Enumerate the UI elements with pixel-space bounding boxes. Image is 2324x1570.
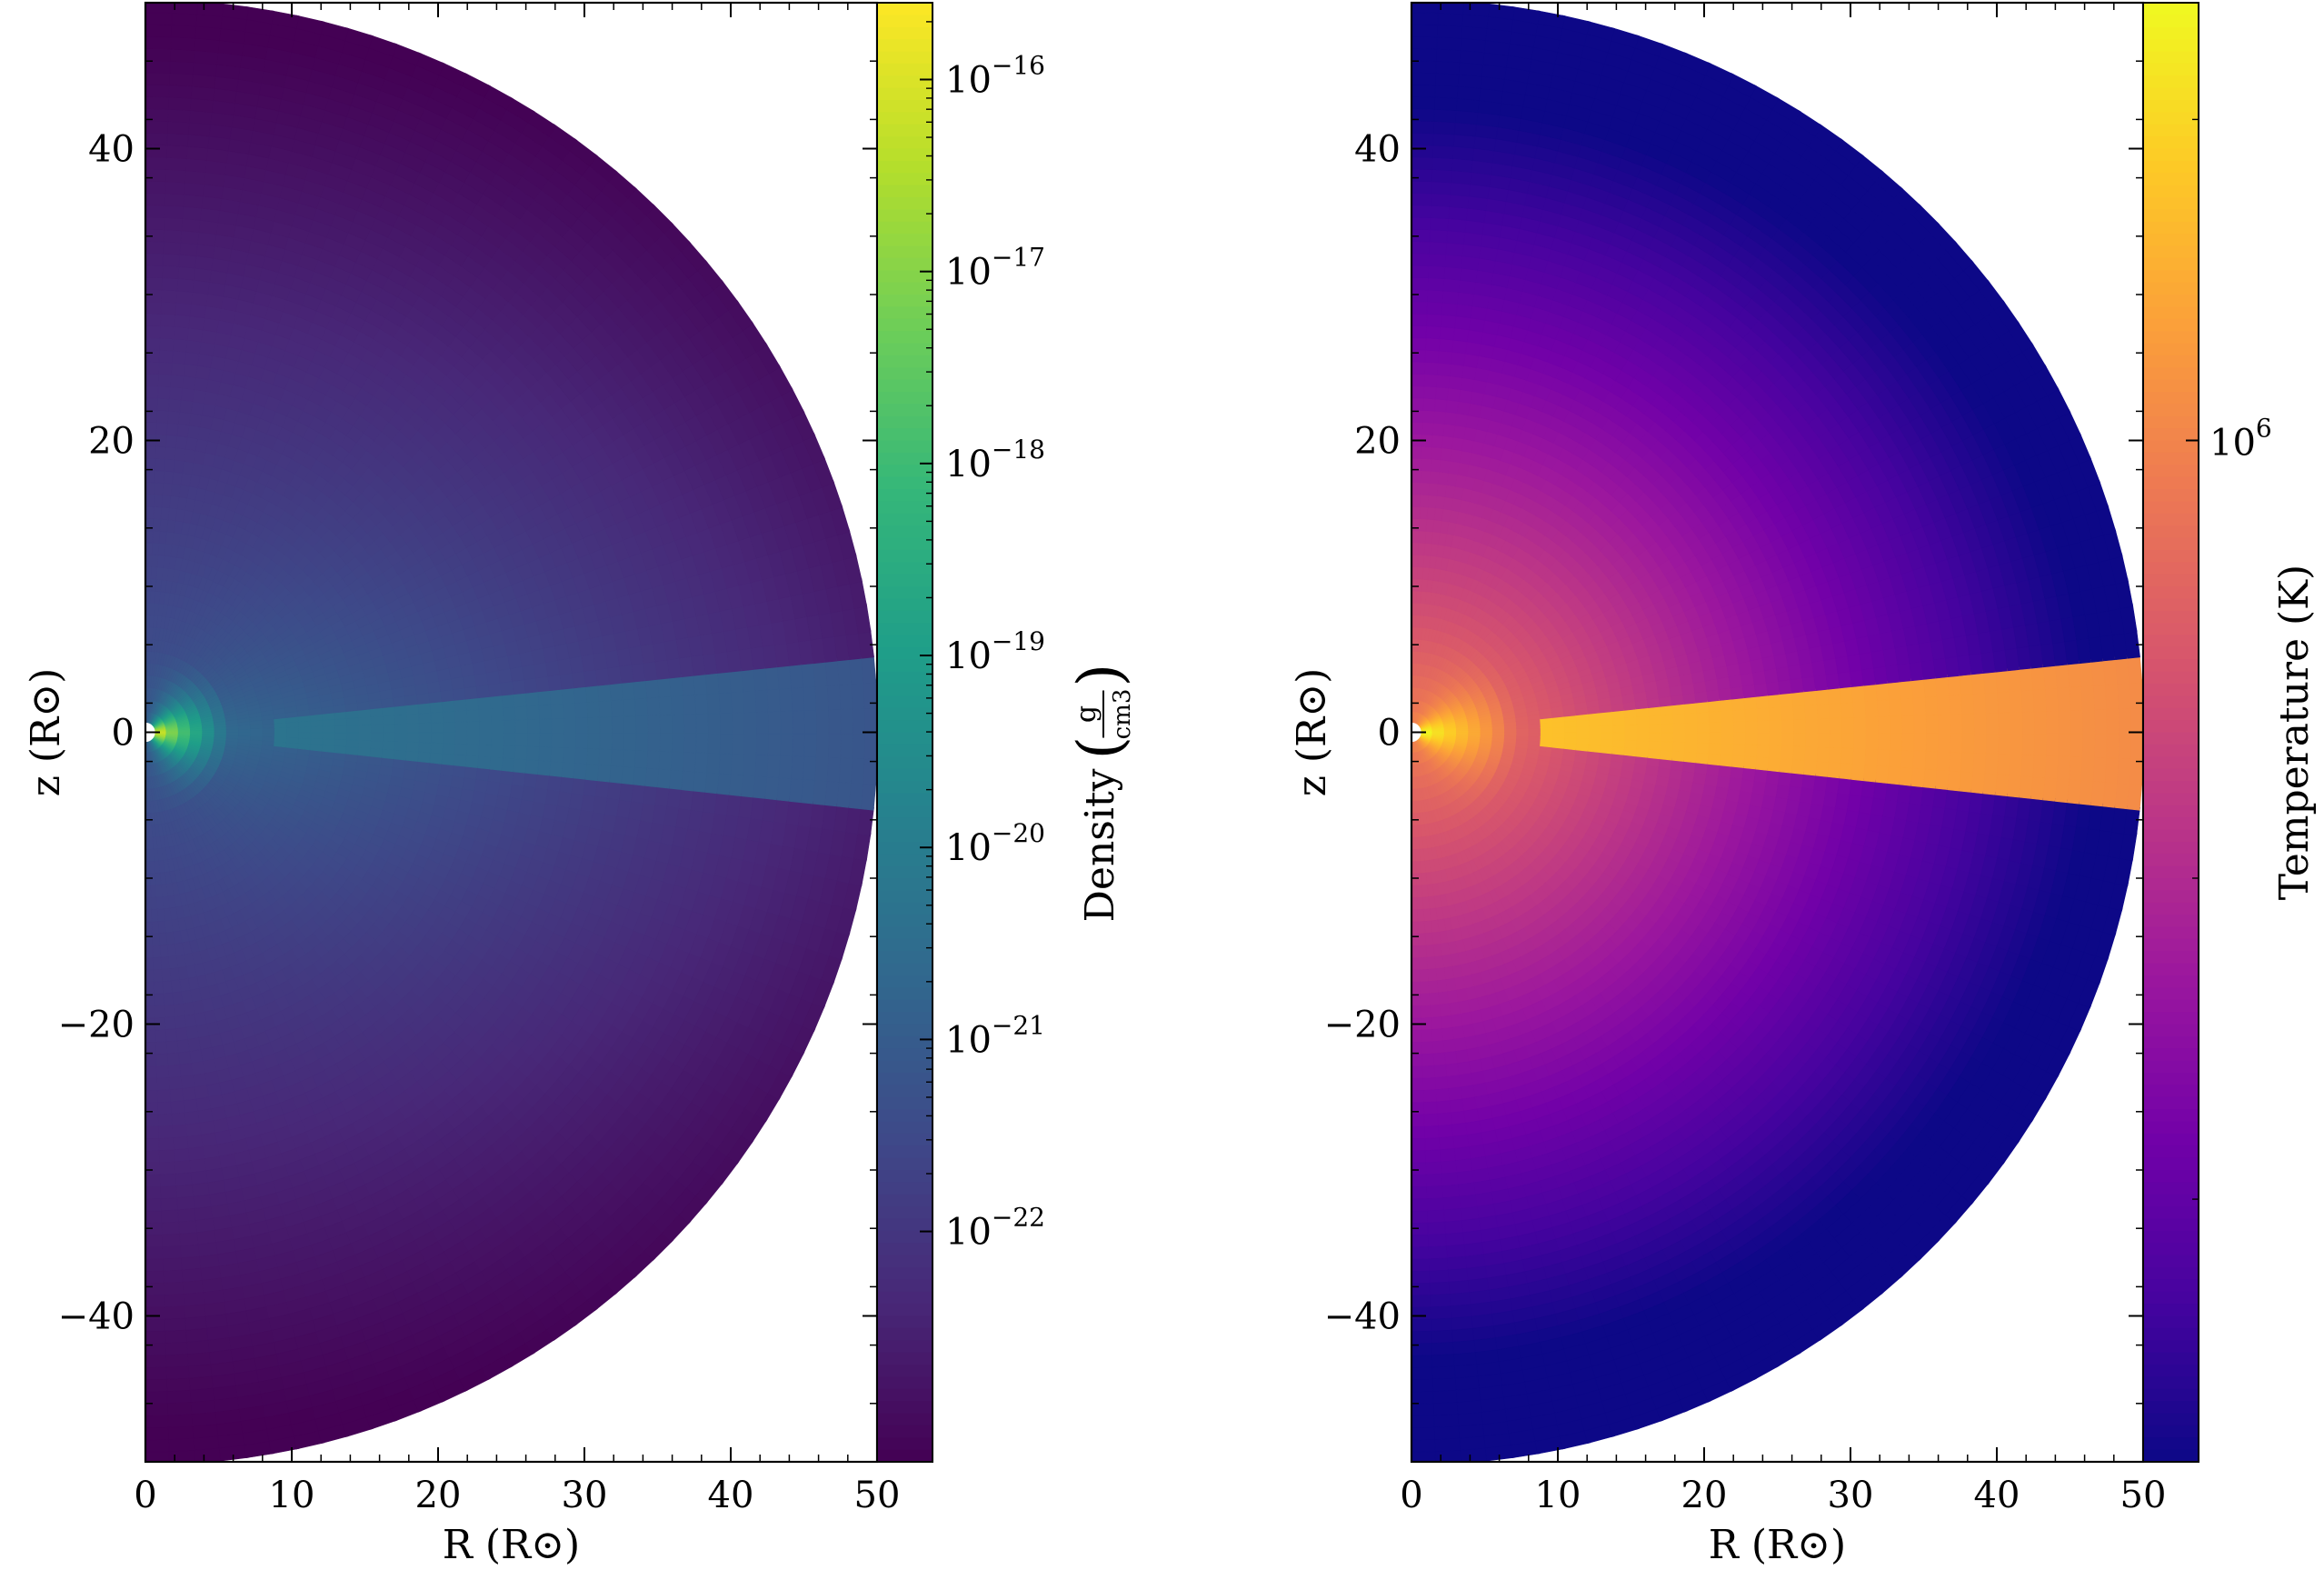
x-axis-title: R (R⊙) <box>443 1522 580 1568</box>
colorbar-tick-label: 106 <box>2209 414 2272 465</box>
x-tick-label: 30 <box>562 1475 608 1516</box>
y-tick-label: 0 <box>1378 713 1401 755</box>
y-tick-label: 20 <box>1354 421 1401 463</box>
x-tick-label: 0 <box>1400 1475 1422 1516</box>
colorbar-tick-label: 10−19 <box>945 626 1045 677</box>
y-tick-label: −20 <box>1324 1005 1401 1046</box>
x-tick-label: 20 <box>1681 1475 1728 1516</box>
colorbar-tick-label: 10−17 <box>945 243 1045 294</box>
colorbar: 106 Temperature (K) <box>2142 2 2318 1463</box>
temperature-panel: 0 10 20 30 40 50 −40 −20 0 20 40 R (R⊙) z (R⊙) 106 Tem… <box>1289 1 2318 1568</box>
y-tick-label: −40 <box>1324 1296 1401 1338</box>
x-tick-label: 50 <box>2120 1475 2167 1516</box>
x-tick-label: 10 <box>269 1475 315 1516</box>
colorbar-tick-label: 10−16 <box>945 50 1045 101</box>
colorbar-tick-label: 10−20 <box>945 818 1045 869</box>
colorbar-tick-label: 10−22 <box>945 1203 1045 1254</box>
x-axis-title: R (R⊙) <box>1709 1522 1846 1568</box>
colorbar-paren-close: ) <box>1065 664 1135 687</box>
colorbar-label: Temperature (K) <box>2271 565 2318 900</box>
field-map <box>145 3 877 1462</box>
x-tick-label: 30 <box>1828 1475 1874 1516</box>
field-map <box>1411 3 2143 1462</box>
y-tick-label: −40 <box>58 1296 135 1338</box>
colorbar-frame <box>2142 2 2199 1463</box>
colorbar-paren-open: ( <box>1065 736 1135 760</box>
colorbar-label: Density <box>1077 768 1123 922</box>
colorbar: 10−16 10−17 10−18 10−19 10−20 10−21 10−22 Densi… <box>876 2 1136 1463</box>
y-tick-label: 20 <box>88 421 135 463</box>
x-tick-label: 10 <box>1535 1475 1581 1516</box>
y-tick-label: 40 <box>1354 129 1401 171</box>
y-axis-title: z (R⊙) <box>23 668 69 797</box>
y-tick-label: −20 <box>58 1005 135 1046</box>
x-tick-label: 20 <box>415 1475 462 1516</box>
colorbar-tick-label: 10−21 <box>945 1010 1045 1061</box>
x-tick-label: 40 <box>1974 1475 2020 1516</box>
colorbar-title: Density ( g cm3) <box>1065 664 1136 923</box>
y-tick-label: 40 <box>88 129 135 171</box>
colorbar-unit-denominator: cm3 <box>1109 689 1136 740</box>
y-tick-label: 0 <box>112 713 135 755</box>
x-tick-label: 0 <box>134 1475 156 1516</box>
colorbar-tick-label: 10−18 <box>945 435 1045 485</box>
x-tick-label: 40 <box>708 1475 754 1516</box>
y-axis-title: z (R⊙) <box>1289 668 1335 797</box>
x-tick-label: 50 <box>854 1475 901 1516</box>
colorbar-unit-numerator: g <box>1071 705 1102 723</box>
